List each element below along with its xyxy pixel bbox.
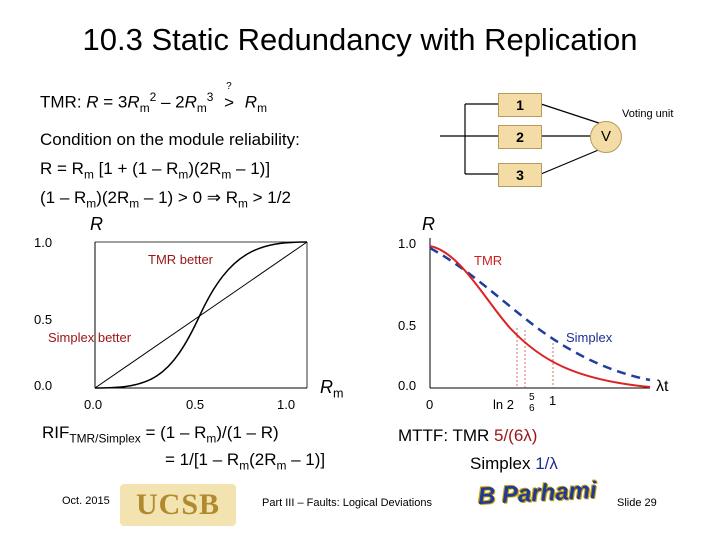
module-box-2: 2 xyxy=(498,125,542,149)
right-x-tick-1: 1 xyxy=(549,393,557,408)
right-y-tick-0: 0.0 xyxy=(398,378,417,393)
right-y-axis-label: R xyxy=(422,214,435,234)
left-y-tick-1: 1.0 xyxy=(34,235,53,250)
left-y-tick-0: 0.0 xyxy=(34,378,53,393)
tmr-better-label: TMR better xyxy=(148,252,214,267)
implies-symbol: ⇒ xyxy=(206,188,221,207)
left-diagonal xyxy=(94,241,308,389)
footer-date: Oct. 2015 xyxy=(62,495,110,507)
right-x-tick-ln2: ln 2 xyxy=(493,397,514,412)
left-tmr-curve xyxy=(94,241,308,389)
author-stamp: B Parhami xyxy=(477,476,598,511)
simplex-better-label: Simplex better xyxy=(48,330,132,345)
mttf-simplex: Simplex 1/λ xyxy=(470,454,558,473)
left-x-tick-0: 0.0 xyxy=(84,397,103,412)
left-y-axis-label: R xyxy=(90,214,103,234)
right-reliability-plot xyxy=(429,238,651,389)
tmr-curve xyxy=(429,245,651,388)
simplex-curve-label: Simplex xyxy=(566,330,613,345)
right-y-tick-1: 1.0 xyxy=(398,236,417,251)
voting-diagram xyxy=(440,103,609,175)
ucsb-logo: UCSB xyxy=(120,484,236,526)
footer-slide-number: Slide 29 xyxy=(617,497,657,509)
left-y-tick-05: 0.5 xyxy=(34,312,53,327)
right-y-tick-05: 0.5 xyxy=(398,318,417,333)
left-reliability-plot xyxy=(94,241,308,389)
condition-equation: R = Rm [1 + (1 – Rm)(2Rm – 1)] xyxy=(40,159,271,182)
tmr-curve-label: TMR xyxy=(474,253,503,268)
condition-inequality: (1 – Rm)(2Rm – 1) > 0 ⇒ Rm > 1/2 xyxy=(40,188,291,211)
mttf-tmr: MTTF: TMR 5/(6λ) xyxy=(398,426,538,445)
question-mark: ? xyxy=(226,80,232,92)
left-x-tick-1: 1.0 xyxy=(277,397,296,412)
right-x-tick-0: 0 xyxy=(426,397,434,412)
voter-circle: V xyxy=(590,121,622,153)
rif-formula-line1: RIFTMR/Simplex = (1 – Rm)/(1 – R) xyxy=(42,423,279,446)
footer-center: Part III – Faults: Logical Deviations xyxy=(262,497,432,509)
condition-heading: Condition on the module reliability: xyxy=(40,130,300,149)
voting-unit-label: Voting unit xyxy=(622,108,674,120)
left-x-axis-label: Rm xyxy=(320,377,344,401)
module-box-1: 1 xyxy=(498,93,542,117)
slide-title: 10.3 Static Redundancy with Replication xyxy=(82,22,638,57)
tmr-formula: TMR: R = 3Rm2 – 2Rm3 ? > Rm xyxy=(40,80,267,116)
module-box-3: 3 xyxy=(498,163,542,187)
rif-formula-line2: = 1/[1 – Rm(2Rm – 1)] xyxy=(165,450,326,473)
left-x-tick-05: 0.5 xyxy=(186,397,205,412)
right-x-axis-label: λt xyxy=(656,378,669,395)
simplex-curve xyxy=(429,246,651,382)
